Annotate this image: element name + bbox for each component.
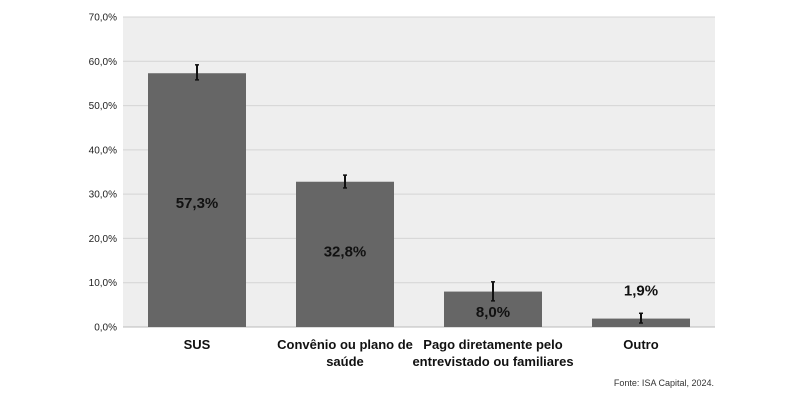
x-tick-label: Pago diretamente pelo	[423, 337, 562, 352]
y-tick-label: 0,0%	[94, 323, 117, 334]
data-label: 8,0%	[476, 304, 510, 321]
data-label: 32,8%	[324, 244, 367, 261]
data-label: 57,3%	[176, 195, 219, 212]
x-tick-label: entrevistado ou familiares	[412, 354, 573, 369]
x-tick-label: Convênio ou plano de	[277, 337, 413, 352]
y-tick-label: 20,0%	[89, 234, 117, 245]
bar	[296, 181, 394, 327]
y-tick-label: 60,0%	[89, 57, 117, 68]
y-tick-label: 30,0%	[89, 190, 117, 201]
y-tick-label: 70,0%	[89, 13, 117, 24]
bar	[148, 73, 246, 327]
x-tick-label: SUS	[184, 337, 211, 352]
y-tick-label: 50,0%	[89, 101, 117, 112]
x-tick-label: Outro	[623, 337, 658, 352]
data-label: 1,9%	[624, 283, 658, 300]
y-tick-label: 10,0%	[89, 278, 117, 289]
x-tick-label: saúde	[326, 354, 364, 369]
source-note: Fonte: ISA Capital, 2024.	[613, 378, 714, 388]
y-tick-label: 40,0%	[89, 145, 117, 156]
